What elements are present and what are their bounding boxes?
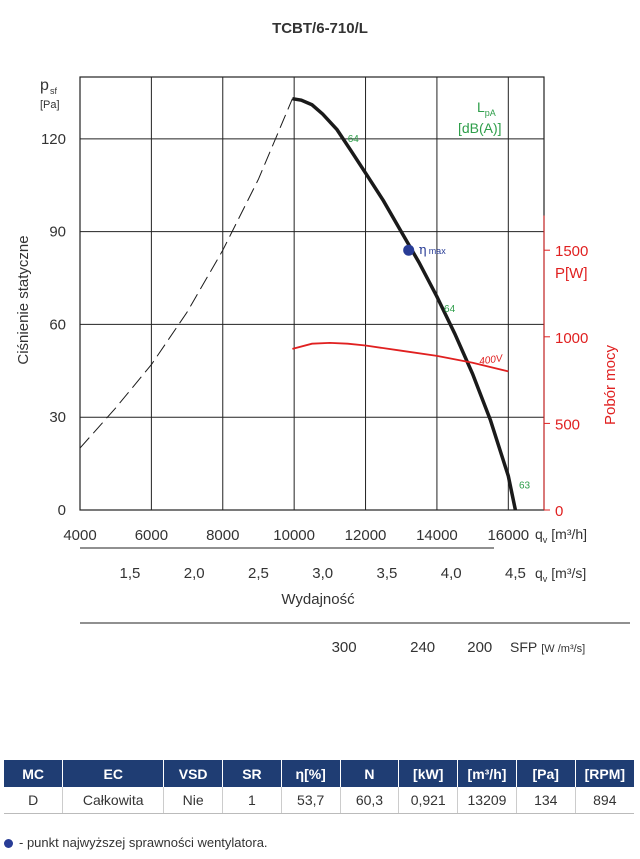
x-tick-label-m3h: 12000 [345,527,387,544]
sfp-symbol: SFP [510,639,537,655]
power-curve [292,341,509,373]
footnote-text: - punkt najwyższej sprawności wentylator… [19,835,268,850]
y-tick-label: 60 [49,316,66,333]
sfp-tick-label: 200 [467,639,492,656]
power-tick-label: 1000 [555,330,588,347]
sfp-tick-label: 240 [410,639,435,656]
plot-frame [79,76,545,511]
sound-level-label: 63 [519,480,531,491]
x-tick-label-m3s: 4,5 [505,565,526,582]
cell-rpm: 894 [575,787,634,814]
x-tick-label-m3s: 4,0 [441,565,462,582]
fan-performance-chart: TCBT/6-710/L 4000 6000 8000 10000 12000 14000… [15,20,630,656]
eta-max-point [403,244,415,256]
y-tick-label: 0 [58,502,66,519]
power-tick-label: 500 [555,416,580,433]
x-tick-label-m3h: 14000 [416,527,458,544]
x-m3h-q: q [535,526,543,542]
eta-max-label: η [419,243,427,258]
sfp-unit: [W /m³/s] [541,643,585,655]
lpa-unit: [dB(A)] [458,120,502,136]
lpa-label: LpA [477,99,496,118]
sound-level-label: 64 [348,134,360,145]
x-m3h-sub: v [543,535,548,545]
col-m3h: [m³/h] [457,760,517,787]
x-m3s-tail: [m³/s] [551,565,586,581]
power-axis-unit: P[W] [555,265,588,282]
col-kw: [kW] [398,760,459,787]
lpa-sub: pA [485,108,496,118]
cell-sr: 1 [222,787,282,814]
sfp-label: SFP [W /m³/s] [510,639,585,655]
eta-max-sub: max [429,246,447,256]
cell-ec: Całkowita [62,787,165,814]
stall-curve [79,98,293,449]
cell-pa: 134 [516,787,576,814]
x-axis-m3h-unit: qv [m³/h] [535,526,587,545]
sound-level-label: 64 [444,304,456,315]
y-axis-unit: [Pa] [40,99,60,111]
x-tick-label-m3h: 16000 [487,527,529,544]
x-m3s-sub: v [543,574,548,584]
spec-data-row: D Całkowita Nie 1 53,7 60,3 0,921 13209 … [4,787,634,814]
x-tick-label-m3s: 3,0 [312,565,333,582]
pressure-curve [292,96,518,511]
x-tick-label-m3h: 10000 [273,527,315,544]
col-ec: EC [62,760,165,787]
x-tick-label-m3h: 6000 [135,527,168,544]
lpa-symbol: L [477,99,485,115]
power-tick-label: 0 [555,503,563,520]
eta-max-marker-icon [4,839,13,849]
col-mc: MC [4,760,64,787]
x-tick-label-m3s: 1,5 [120,565,141,582]
cell-vsd: Nie [163,787,224,814]
cell-n: 60,3 [340,787,400,814]
chart-grid [79,76,630,624]
x-tick-label-m3s: 2,0 [184,565,205,582]
x-axis-label: Wydajność [281,591,355,608]
x-axis-m3s-unit: qv [m³/s] [535,565,586,584]
footnote: - punkt najwyższej sprawności wentylator… [4,835,268,850]
x-m3s-q: q [535,565,543,581]
x-m3h-tail: [m³/h] [551,526,587,542]
chart-title: TCBT/6-710/L [272,20,368,37]
y-tick-label: 30 [49,409,66,426]
col-pa: [Pa] [516,760,576,787]
x-tick-label-m3h: 4000 [63,527,96,544]
col-eta: η[%] [281,760,341,787]
spec-header-row: MC EC VSD SR η[%] N [kW] [m³/h] [Pa] [RP… [4,760,634,787]
chart-marks: 4000 6000 8000 10000 12000 14000 1600003060901… [41,96,588,656]
sfp-tick-label: 300 [332,639,357,656]
y-tick-label: 90 [49,224,66,241]
y-tick-label: 120 [41,131,66,148]
x-tick-label-m3s: 3,5 [377,565,398,582]
y-axis-label: Ciśnienie statyczne [15,235,32,364]
col-sr: SR [222,760,282,787]
power-tick-label: 1500 [555,243,588,260]
y-axis-symbol-sub: sf [50,86,58,96]
x-tick-label-m3h: 8000 [206,527,239,544]
col-vsd: VSD [163,760,224,787]
cell-kw: 0,921 [398,787,459,814]
col-rpm: [RPM] [575,760,634,787]
cell-eta: 53,7 [281,787,341,814]
x-tick-label-m3s: 2,5 [248,565,269,582]
spec-table: MC EC VSD SR η[%] N [kW] [m³/h] [Pa] [RP… [4,760,634,814]
cell-m3h: 13209 [457,787,517,814]
power-series-label: 400V [479,353,505,367]
cell-mc: D [4,787,64,814]
y-axis-symbol: p [40,77,49,94]
power-axis-label: Pobór mocy [602,344,619,425]
col-n: N [340,760,400,787]
